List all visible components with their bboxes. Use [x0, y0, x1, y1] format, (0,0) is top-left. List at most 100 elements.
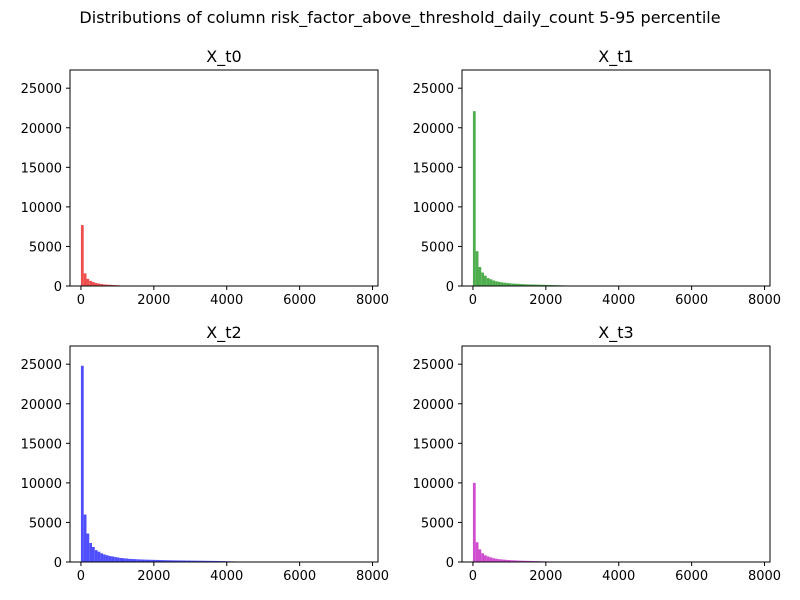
histogram-bar — [522, 560, 526, 562]
histogram-bar — [495, 558, 498, 562]
y-tick-label: 10000 — [21, 201, 62, 216]
histogram-bar — [80, 365, 84, 562]
histogram-bar — [83, 273, 87, 286]
histogram-bar — [495, 281, 498, 286]
panel-title: X_t3 — [598, 323, 633, 343]
histogram-bar — [492, 280, 496, 286]
axes-frame — [69, 345, 379, 563]
histogram-bar — [172, 560, 176, 562]
histogram-bar — [200, 560, 203, 562]
x-tick-label: 0 — [469, 569, 477, 584]
x-tick-label: 2000 — [137, 569, 170, 584]
y-tick-label: 25000 — [413, 358, 454, 373]
x-tick-label: 6000 — [675, 293, 708, 308]
histogram-bar — [472, 111, 476, 287]
histogram-bar — [539, 284, 543, 286]
histogram-bar — [186, 560, 189, 562]
histogram-bar — [520, 560, 523, 562]
histogram-bar — [486, 278, 490, 286]
histogram-bar — [122, 558, 126, 562]
histogram-bar — [152, 559, 156, 562]
histogram-bar — [500, 559, 504, 562]
histogram-bar — [191, 560, 195, 562]
histogram-bar — [136, 559, 140, 562]
histogram-bar — [481, 553, 485, 562]
histogram-bar — [547, 284, 551, 286]
histogram-bar — [205, 560, 209, 562]
x-tick-label: 2000 — [137, 293, 170, 308]
y-tick-label: 0 — [54, 556, 62, 571]
histogram-bar — [83, 514, 87, 562]
histogram-panel-0: X_t0 0 2000 4000 6000 8000 0 5000 10000 15000 2000… — [21, 47, 389, 308]
y-tick-label: 0 — [446, 556, 454, 571]
histogram-bar — [144, 559, 148, 562]
histogram-bar — [188, 560, 192, 562]
axes-frame — [461, 69, 771, 287]
histogram-bar — [92, 282, 95, 286]
histogram-bar — [86, 278, 90, 286]
histogram-bar — [484, 275, 487, 286]
histogram-bar — [508, 283, 512, 286]
histogram-bar — [119, 557, 123, 562]
histogram-bar — [89, 280, 93, 286]
histogram-bar — [86, 533, 90, 562]
histogram-bar — [492, 558, 496, 562]
histogram-bar — [111, 556, 115, 562]
histogram-bar — [92, 546, 95, 562]
histogram-bar — [183, 560, 187, 562]
histogram-bar — [475, 542, 479, 562]
histogram-bar — [489, 557, 493, 562]
histogram-bar — [194, 560, 198, 562]
histogram-bar — [486, 556, 490, 562]
histogram-bar — [508, 560, 512, 562]
x-tick-label: 0 — [469, 293, 477, 308]
histogram-bar — [542, 284, 545, 286]
x-tick-label: 6000 — [283, 293, 316, 308]
histogram-bar — [528, 284, 532, 286]
y-tick-label: 10000 — [21, 477, 62, 492]
histogram-bar — [503, 559, 507, 562]
y-tick-label: 0 — [54, 280, 62, 295]
y-tick-label: 5000 — [29, 240, 62, 255]
histogram-bar — [175, 560, 178, 562]
x-tick-label: 4000 — [602, 293, 635, 308]
histogram-bar — [475, 251, 479, 286]
histogram-bar — [533, 284, 537, 286]
y-tick-label: 25000 — [21, 82, 62, 97]
histogram-bar — [497, 281, 501, 286]
histogram-bar — [100, 284, 104, 286]
x-tick-label: 0 — [77, 293, 85, 308]
histogram-bar — [517, 560, 521, 562]
histogram-bar — [128, 558, 131, 562]
histogram-bar — [103, 284, 106, 286]
histogram-bar — [130, 558, 134, 562]
y-tick-label: 15000 — [413, 161, 454, 176]
histogram-bar — [169, 560, 173, 562]
histogram-bar — [161, 560, 165, 562]
histogram-bar — [525, 560, 529, 562]
histogram-bar — [511, 283, 515, 286]
x-tick-label: 6000 — [675, 569, 708, 584]
histogram-bar — [164, 560, 167, 562]
histogram-bar — [133, 559, 137, 562]
x-tick-label: 8000 — [356, 569, 389, 584]
histogram-bar — [108, 556, 112, 562]
x-tick-label: 0 — [77, 569, 85, 584]
histogram-bar — [531, 284, 534, 286]
histogram-bar — [141, 559, 145, 562]
histogram-bar — [216, 560, 220, 562]
histogram-bar — [472, 482, 476, 562]
histogram-bar — [478, 267, 482, 286]
histogram-bar — [489, 279, 493, 286]
figure-title: Distributions of column risk_factor_abov… — [79, 8, 721, 27]
y-tick-label: 25000 — [413, 82, 454, 97]
y-tick-label: 10000 — [413, 201, 454, 216]
histogram-bar — [514, 560, 518, 562]
x-tick-label: 8000 — [748, 569, 781, 584]
histogram-bar — [500, 282, 504, 286]
y-tick-label: 25000 — [21, 358, 62, 373]
y-tick-label: 15000 — [21, 437, 62, 452]
y-tick-label: 15000 — [21, 161, 62, 176]
histogram-bar — [197, 560, 201, 562]
